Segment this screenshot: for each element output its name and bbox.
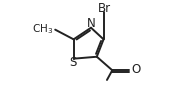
Text: O: O [132,63,141,76]
Text: CH$_3$: CH$_3$ [32,22,53,36]
Text: N: N [87,17,96,30]
Text: Br: Br [98,2,111,15]
Text: S: S [69,56,77,69]
